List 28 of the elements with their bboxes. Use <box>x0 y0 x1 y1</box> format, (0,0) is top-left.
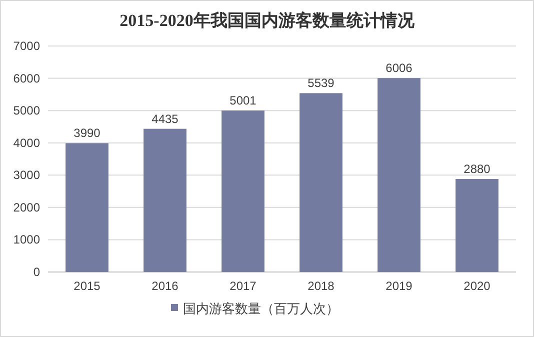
y-tick-label: 4000 <box>13 136 40 150</box>
x-tick-label: 2018 <box>308 279 335 293</box>
bar <box>144 128 186 272</box>
data-label: 4435 <box>152 112 179 126</box>
y-tick-label: 7000 <box>13 39 40 53</box>
y-tick-label: 1000 <box>13 232 40 247</box>
bar <box>456 179 498 272</box>
legend-label: 国内游客数量（百万人次） <box>183 301 339 316</box>
chart-title: 2015-2020年我国国内游客数量统计情况 <box>120 11 416 30</box>
bar <box>378 78 420 272</box>
bar <box>300 93 342 272</box>
data-label: 6006 <box>386 61 413 76</box>
y-tick-label: 2000 <box>13 200 40 214</box>
x-tick-label: 2016 <box>152 279 179 293</box>
y-tick-label: 6000 <box>13 71 40 86</box>
data-label: 5001 <box>230 94 257 108</box>
bar <box>66 143 108 272</box>
x-tick-label: 2015 <box>74 279 101 293</box>
x-tick-label: 2017 <box>230 279 257 293</box>
y-tick-label: 5000 <box>13 104 40 118</box>
x-tick-label: 2020 <box>464 279 491 293</box>
x-tick-label: 2019 <box>386 279 413 293</box>
data-label: 3990 <box>74 126 101 140</box>
y-tick-label: 0 <box>33 265 40 279</box>
bar <box>222 110 264 272</box>
data-label: 5539 <box>308 76 335 90</box>
y-tick-label: 3000 <box>13 168 40 182</box>
data-label: 2880 <box>464 162 491 176</box>
